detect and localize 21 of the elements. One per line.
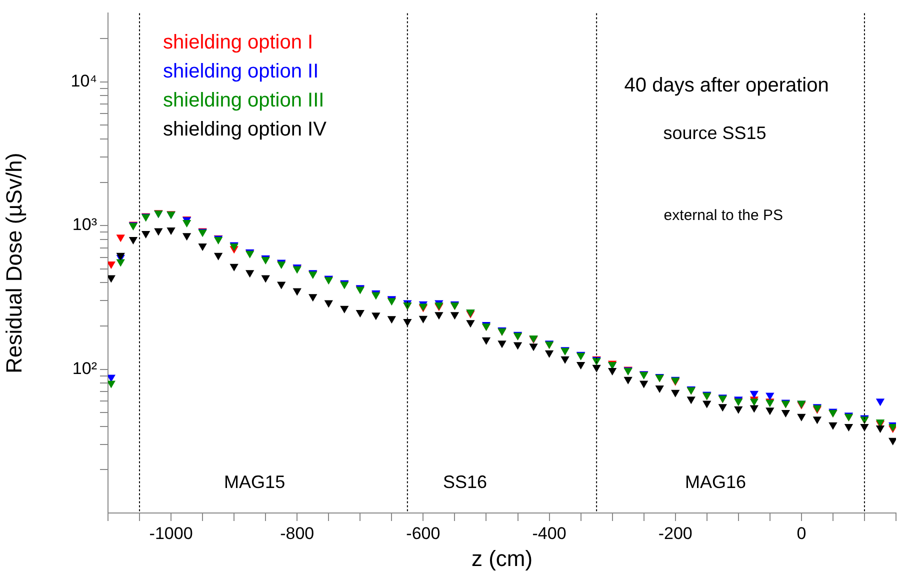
annotation: source SS15 [663, 123, 766, 144]
text: shielding option III [163, 90, 324, 112]
annotation: SS16 [442, 472, 487, 492]
text: shielding option I [163, 32, 314, 54]
x-tick-label: -800 [280, 524, 314, 543]
x-axis-title: z (cm) [471, 546, 533, 571]
y-axis-title: Residual Dose (µSv/h) [1, 152, 26, 374]
text: shielding option II [163, 60, 319, 83]
annotation: MAG15 [224, 472, 286, 492]
x-tick-label: -200 [658, 524, 692, 543]
annotation: MAG16 [685, 472, 746, 492]
annotation: 40 days after operation [624, 74, 829, 97]
y-tick-label: 10⁴ [70, 71, 97, 90]
x-tick-label: -400 [532, 524, 566, 543]
x-tick-label: -600 [406, 524, 440, 543]
y-tick-label: 10³ [72, 215, 98, 234]
y-tick-label: 10² [72, 358, 98, 378]
x-tick-label: -1000 [149, 524, 193, 543]
x-tick-label: 0 [796, 524, 806, 543]
annotation: external to the PS [664, 206, 784, 224]
text: shielding option IV [163, 118, 328, 141]
